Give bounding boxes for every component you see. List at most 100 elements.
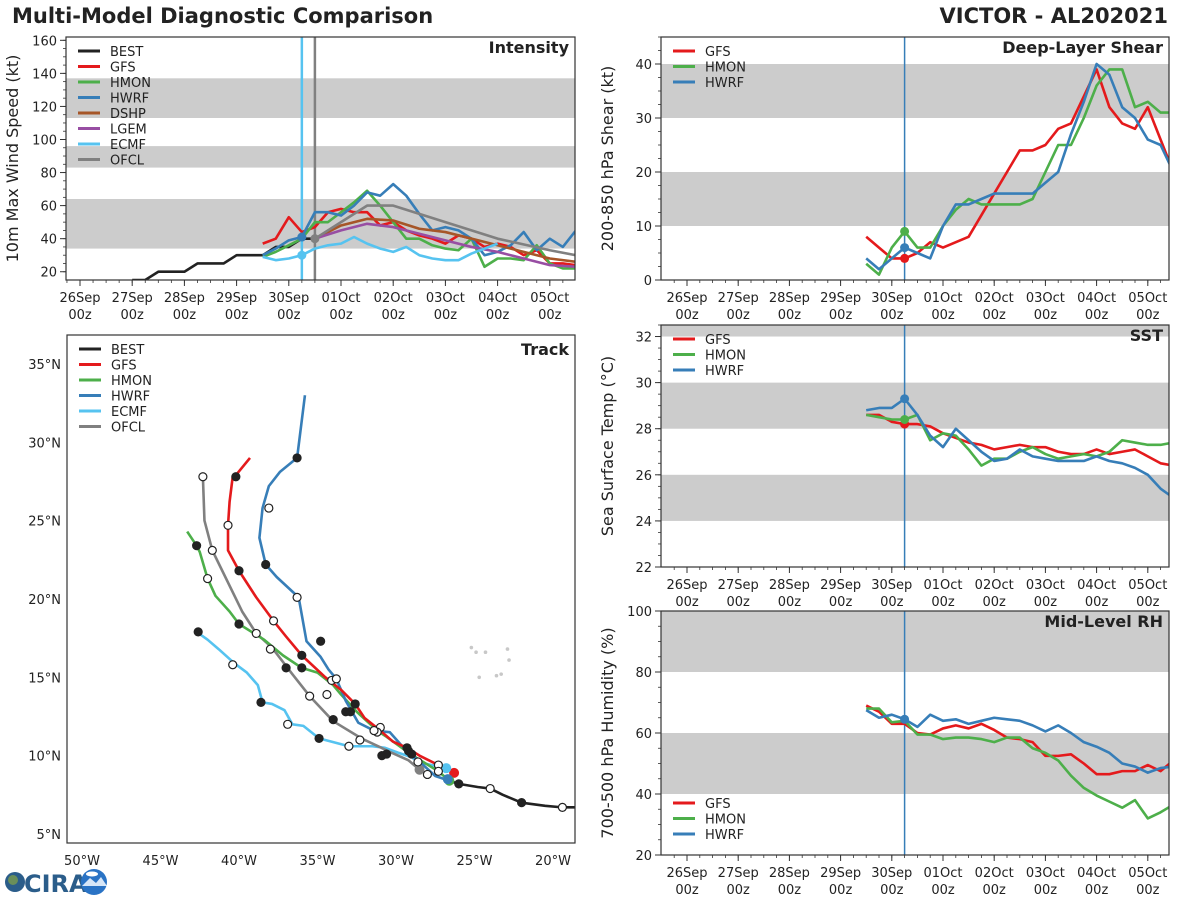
x-tick-label: 04Oct xyxy=(1077,866,1116,881)
legend-label-hwrf: HWRF xyxy=(705,364,744,379)
legend-label-best: BEST xyxy=(111,343,144,358)
series-line-gfs xyxy=(262,207,575,267)
x-tick-label: 00z xyxy=(983,308,1007,323)
legend-label-hmon: HMON xyxy=(705,349,746,364)
y-tick-label: 100 xyxy=(627,605,652,620)
track-point-open xyxy=(265,644,275,654)
island-shape xyxy=(499,672,503,676)
track-point-filled xyxy=(316,636,326,646)
y-tick-label: 28 xyxy=(635,423,652,438)
x-tick-label: 26Sep xyxy=(666,578,707,593)
x-tick-label: 40°W xyxy=(221,854,257,869)
island-shape xyxy=(477,675,482,680)
track-point-open xyxy=(198,472,208,482)
y-tick-label: 20 xyxy=(635,849,652,864)
island-shape xyxy=(469,645,474,650)
series-line-hmon xyxy=(866,707,1169,820)
legend-label-lgem: LGEM xyxy=(110,123,147,138)
x-tick-label: 00z xyxy=(880,308,904,323)
panel-title: Deep-Layer Shear xyxy=(1002,38,1163,57)
x-tick-label: 29Sep xyxy=(216,291,257,306)
track-point-open xyxy=(268,616,279,626)
mountain-icon xyxy=(82,877,107,886)
shade-band xyxy=(661,733,1169,794)
x-tick-label: 28Sep xyxy=(769,291,810,306)
x-tick-label: 20°W xyxy=(535,854,571,869)
logo-text: CIRA xyxy=(24,870,88,898)
track-point-open xyxy=(283,719,293,729)
x-tick-label: 00z xyxy=(778,308,802,323)
series-line-hwrf xyxy=(865,709,1169,774)
track-point-open xyxy=(203,573,213,584)
y-tick-label: 140 xyxy=(32,67,57,82)
track-point-open xyxy=(557,802,568,812)
legend-label-hmon: HMON xyxy=(705,813,746,828)
y-axis-label: Sea Surface Temp (°C) xyxy=(598,356,617,536)
y-tick-label: 80 xyxy=(635,666,652,681)
x-tick-label: 00z xyxy=(1034,308,1058,323)
x-tick-label: 04Oct xyxy=(1077,291,1116,306)
y-tick-label: 20 xyxy=(40,266,57,281)
x-tick-label: 00z xyxy=(486,308,510,323)
legend-label-hwrf: HWRF xyxy=(111,390,150,405)
y-tick-label: 32 xyxy=(635,331,652,346)
y-tick-label: 120 xyxy=(32,100,57,115)
x-tick-label: 00z xyxy=(880,883,904,898)
y-tick-label: 5°N xyxy=(37,828,62,843)
x-tick-label: 00z xyxy=(1034,883,1058,898)
x-tick-label: 27Sep xyxy=(112,291,153,306)
x-tick-label: 05Oct xyxy=(530,291,569,306)
track-start-hwrf xyxy=(442,774,453,785)
y-axis-label: 200-850 hPa Shear (kt) xyxy=(598,66,617,252)
panel-title: Mid-Level RH xyxy=(1044,612,1163,631)
series-marker-hmon xyxy=(900,414,910,424)
x-tick-label: 00z xyxy=(778,595,802,610)
x-tick-label: 00z xyxy=(277,308,301,323)
plot-frame xyxy=(65,36,576,281)
x-tick-label: 05Oct xyxy=(1128,291,1167,306)
x-tick-label: 50°W xyxy=(64,854,100,869)
shade-band xyxy=(66,78,575,118)
x-tick-label: 00z xyxy=(382,308,406,323)
y-tick-label: 26 xyxy=(635,469,652,484)
track-point-filled xyxy=(297,650,307,660)
x-tick-label: 00z xyxy=(121,308,145,323)
track-start-ecmf xyxy=(441,763,452,774)
y-tick-label: 24 xyxy=(635,515,652,530)
x-tick-label: 00z xyxy=(983,595,1007,610)
x-tick-label: 05Oct xyxy=(1128,866,1167,881)
shade-band xyxy=(66,199,575,249)
track-point-filled xyxy=(350,699,360,709)
y-tick-label: 35°N xyxy=(28,358,61,373)
island-shape xyxy=(507,658,511,662)
x-tick-label: 00z xyxy=(931,308,955,323)
series-line-ofcl xyxy=(314,204,575,257)
x-tick-label: 00z xyxy=(727,308,751,323)
series-line-hwrf xyxy=(865,397,1169,497)
track-point-filled xyxy=(192,541,202,551)
x-tick-label: 35°W xyxy=(300,854,336,869)
x-tick-label: 00z xyxy=(1136,308,1160,323)
island-shape xyxy=(483,650,488,655)
island-shape xyxy=(474,650,478,655)
y-tick-label: 100 xyxy=(32,133,57,148)
x-tick-label: 01Oct xyxy=(923,866,962,881)
panel-sst: 22 24 26 28 30 32 26Sep 00z 27Sep 00z 28Sep 00z 29Se… xyxy=(598,324,1170,610)
legend-label-ofcl: OFCL xyxy=(110,154,145,169)
track-point-open xyxy=(207,545,217,555)
track-point-open xyxy=(251,628,261,639)
x-tick-label: 30Sep xyxy=(871,578,912,593)
storm-title: VICTOR - AL202021 xyxy=(939,4,1168,28)
legend-label-hmon: HMON xyxy=(111,374,152,389)
x-tick-label: 03Oct xyxy=(1026,291,1065,306)
x-tick-label: 25°W xyxy=(457,854,493,869)
track-point-open xyxy=(331,674,341,684)
x-tick-label: 00z xyxy=(1136,883,1160,898)
series-marker-hwrf xyxy=(900,243,910,253)
y-tick-label: 40 xyxy=(40,233,57,248)
legend-label-hmon: HMON xyxy=(110,76,151,91)
x-tick-label: 02Oct xyxy=(975,578,1014,593)
track-point-filled xyxy=(234,566,244,576)
x-tick-label: 29Sep xyxy=(820,578,861,593)
